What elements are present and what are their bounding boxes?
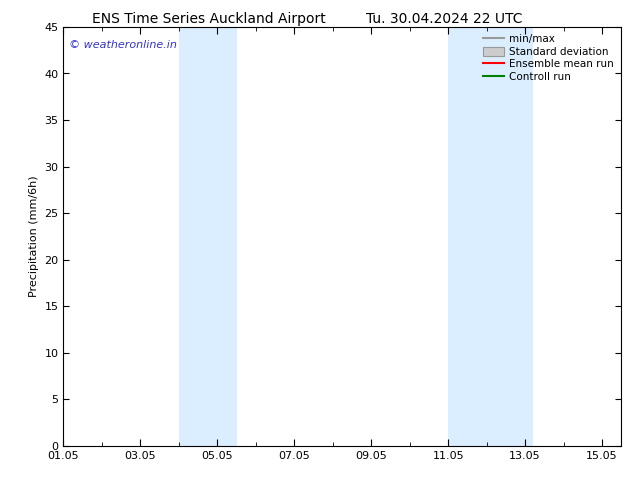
Text: © weatheronline.in: © weatheronline.in [69,40,177,49]
Legend: min/max, Standard deviation, Ensemble mean run, Controll run: min/max, Standard deviation, Ensemble me… [481,32,616,84]
Text: Tu. 30.04.2024 22 UTC: Tu. 30.04.2024 22 UTC [366,12,522,26]
Text: ENS Time Series Auckland Airport: ENS Time Series Auckland Airport [93,12,326,26]
Y-axis label: Precipitation (mm/6h): Precipitation (mm/6h) [29,175,39,297]
Bar [179,27,236,446]
Bar [448,27,533,446]
